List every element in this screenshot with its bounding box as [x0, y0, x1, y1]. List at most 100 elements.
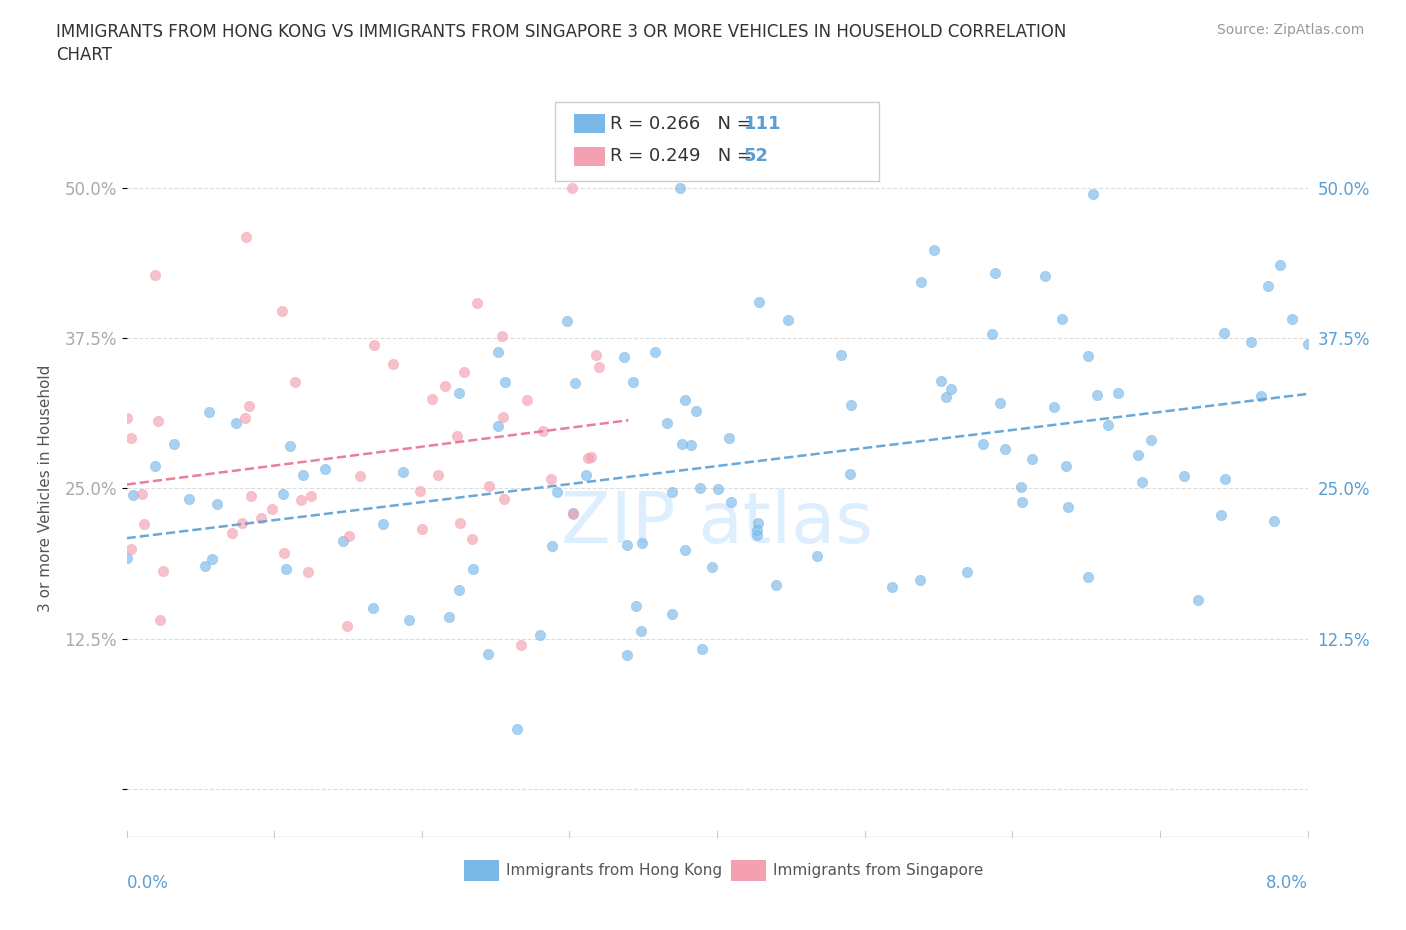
- Point: [1128, 448, 1150, 463]
- Point: [671, 436, 693, 451]
- Point: [143, 458, 166, 473]
- Point: [910, 274, 932, 289]
- Point: [477, 646, 499, 661]
- Point: [531, 424, 554, 439]
- Point: [679, 437, 702, 452]
- Point: [273, 545, 295, 560]
- Point: [120, 431, 142, 445]
- Point: [422, 392, 444, 406]
- Point: [1085, 388, 1108, 403]
- Point: [221, 526, 243, 541]
- Point: [336, 619, 359, 634]
- Point: [806, 549, 828, 564]
- Point: [193, 558, 215, 573]
- Point: [1081, 186, 1104, 201]
- Point: [143, 268, 166, 283]
- Point: [233, 410, 256, 425]
- Point: [163, 436, 186, 451]
- Point: [510, 637, 533, 652]
- Point: [830, 347, 852, 362]
- Point: [1263, 514, 1285, 529]
- Point: [434, 379, 457, 393]
- Point: [461, 532, 484, 547]
- Point: [231, 516, 253, 531]
- Point: [702, 559, 724, 574]
- Point: [1187, 592, 1209, 607]
- Point: [299, 488, 322, 503]
- Point: [624, 599, 647, 614]
- Y-axis label: 3 or more Vehicles in Household: 3 or more Vehicles in Household: [38, 365, 53, 612]
- Point: [561, 180, 583, 195]
- Point: [745, 528, 768, 543]
- Point: [747, 523, 769, 538]
- Point: [492, 409, 515, 424]
- Point: [1010, 479, 1032, 494]
- Point: [291, 468, 314, 483]
- Point: [880, 579, 903, 594]
- Point: [197, 405, 219, 419]
- Point: [122, 487, 145, 502]
- Point: [613, 350, 636, 365]
- Point: [363, 338, 385, 352]
- Point: [1173, 469, 1195, 484]
- Point: [690, 642, 713, 657]
- Text: 0.0%: 0.0%: [127, 874, 169, 892]
- Text: 52: 52: [744, 147, 769, 166]
- Point: [540, 472, 562, 486]
- Text: CHART: CHART: [56, 46, 112, 64]
- Point: [235, 230, 257, 245]
- Point: [994, 442, 1017, 457]
- Point: [929, 374, 952, 389]
- Point: [576, 451, 599, 466]
- Point: [177, 492, 200, 507]
- Point: [1077, 569, 1099, 584]
- Point: [494, 375, 516, 390]
- Point: [748, 295, 770, 310]
- Point: [718, 430, 741, 445]
- Point: [529, 628, 551, 643]
- Point: [463, 562, 485, 577]
- Point: [579, 449, 602, 464]
- Point: [250, 511, 273, 525]
- Point: [225, 416, 247, 431]
- Point: [1057, 499, 1080, 514]
- Point: [439, 610, 461, 625]
- Point: [630, 624, 652, 639]
- Point: [1281, 312, 1303, 326]
- Point: [1077, 349, 1099, 364]
- Point: [689, 481, 711, 496]
- Point: [1250, 388, 1272, 403]
- Point: [1213, 472, 1236, 486]
- Point: [361, 601, 384, 616]
- Point: [240, 489, 263, 504]
- Point: [238, 399, 260, 414]
- Point: [673, 543, 696, 558]
- Text: ZIP atlas: ZIP atlas: [561, 488, 873, 558]
- Point: [984, 266, 1007, 281]
- Point: [585, 347, 607, 362]
- Point: [120, 542, 142, 557]
- Point: [494, 492, 516, 507]
- Point: [409, 484, 432, 498]
- Point: [616, 538, 638, 552]
- Point: [988, 396, 1011, 411]
- Point: [131, 487, 153, 502]
- Point: [516, 392, 538, 407]
- Point: [546, 485, 568, 499]
- Point: [297, 565, 319, 579]
- Point: [1140, 432, 1163, 447]
- Point: [574, 468, 596, 483]
- Point: [1132, 474, 1154, 489]
- Point: [981, 326, 1004, 341]
- Point: [661, 485, 683, 499]
- Point: [349, 469, 371, 484]
- Point: [270, 304, 292, 319]
- Text: Source: ZipAtlas.com: Source: ZipAtlas.com: [1216, 23, 1364, 37]
- Point: [540, 538, 562, 553]
- Point: [561, 506, 583, 521]
- Point: [655, 416, 678, 431]
- Point: [1043, 400, 1066, 415]
- Point: [337, 528, 360, 543]
- Point: [152, 564, 174, 578]
- Text: 8.0%: 8.0%: [1265, 874, 1308, 892]
